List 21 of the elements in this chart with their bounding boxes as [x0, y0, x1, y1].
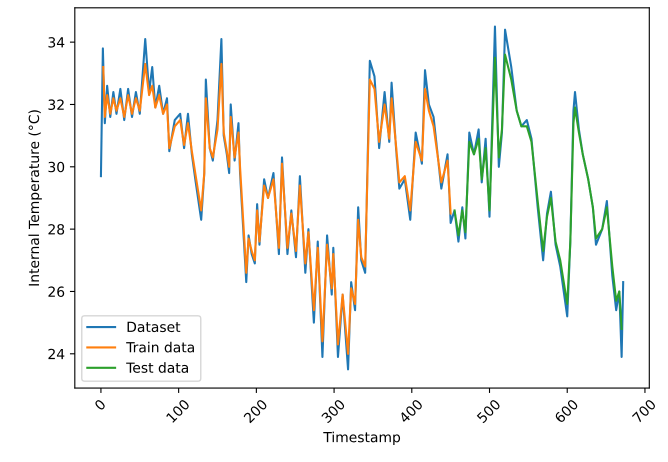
x-tick-label: 200	[243, 398, 268, 424]
x-tick-label: 400	[398, 398, 424, 424]
x-tick-label: 500	[476, 398, 502, 424]
y-tick-label: 30	[48, 162, 64, 172]
x-axis-title: Timestamp	[323, 432, 400, 446]
legend-label: Train data	[126, 342, 194, 353]
y-tick-label: 34	[48, 37, 64, 48]
y-tick-label: 24	[48, 348, 64, 360]
line-series	[453, 54, 623, 330]
y-tick-label: 32	[48, 99, 64, 110]
x-tick-label: 100	[166, 398, 190, 424]
legend-label: Dataset	[128, 322, 180, 332]
y-axis-title: Internal Temperature (°C)	[28, 110, 42, 286]
legend-label: Test data	[126, 362, 188, 373]
x-tick-label: 0	[94, 398, 106, 412]
x-tick-label: 700	[632, 398, 657, 424]
x-tick-label: 300	[320, 398, 346, 424]
y-tick-label: 28	[48, 224, 64, 235]
line-series	[102, 62, 452, 355]
x-tick-label: 600	[554, 398, 579, 424]
y-tick-label: 26	[48, 286, 64, 297]
